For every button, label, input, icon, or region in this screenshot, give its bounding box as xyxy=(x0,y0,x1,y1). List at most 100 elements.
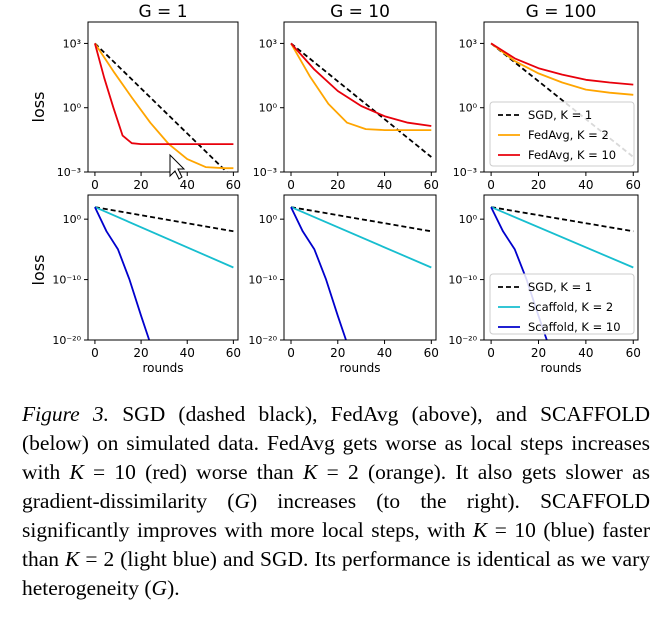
caption-label: Figure 3. xyxy=(22,402,110,426)
y-tick-label: 10⁻³ xyxy=(57,166,81,179)
x-tick-label: 40 xyxy=(377,346,392,360)
series-line-0 xyxy=(94,206,234,233)
x-tick-label: 20 xyxy=(133,346,148,360)
x-tick-label: 40 xyxy=(180,346,195,360)
column-title: G = 100 xyxy=(526,2,597,22)
legend-entry: Scaffold, K = 2 xyxy=(528,300,613,314)
legend-box xyxy=(489,273,635,335)
caption-math-k: K xyxy=(472,518,488,542)
caption-math-k: K xyxy=(303,460,318,484)
caption-math-k: K xyxy=(65,547,80,571)
row-ylabel-top: loss xyxy=(29,92,48,123)
x-tick-label: 60 xyxy=(626,346,641,360)
x-tick-label: 40 xyxy=(180,178,195,192)
y-tick-label: 10⁻²⁰ xyxy=(448,334,477,347)
plot-frame xyxy=(87,21,239,173)
series-line-0 xyxy=(290,42,432,158)
x-tick-label: 60 xyxy=(626,178,641,192)
series-line-2 xyxy=(94,206,151,340)
caption-text: = 10 (blue) faster than xyxy=(22,518,650,571)
legend-entry: SGD, K = 1 xyxy=(528,108,592,122)
plot-frame xyxy=(283,21,437,173)
series-line-1 xyxy=(490,206,634,269)
y-tick-label: 10⁰ xyxy=(63,102,82,115)
y-tick-label: 10⁰ xyxy=(63,213,82,226)
x-tick-label: 0 xyxy=(91,178,99,192)
subplot-top-3 xyxy=(480,21,639,176)
y-tick-label: 10⁻²⁰ xyxy=(248,334,277,347)
series-line-1 xyxy=(94,42,234,170)
x-tick-label: 20 xyxy=(330,178,345,192)
legend-entry: Scaffold, K = 10 xyxy=(528,320,621,334)
legend-box xyxy=(489,101,635,167)
subplot-bottom-3 xyxy=(480,194,639,344)
x-tick-label: 20 xyxy=(133,178,148,192)
y-tick-label: 10⁻³ xyxy=(253,166,277,179)
plot-frame xyxy=(283,194,437,341)
caption-text: SGD (dashed black), FedAvg (above), and … xyxy=(22,402,650,484)
series-line-0 xyxy=(490,42,634,158)
caption-text: = 10 (red) worse than xyxy=(83,460,304,484)
caption-text: ) increases (to the right). SCAFFOLD sig… xyxy=(22,489,650,542)
x-tick-label: 20 xyxy=(330,346,345,360)
caption-text: = 2 (light blue) and SGD. Its performanc… xyxy=(22,547,650,600)
caption-math-g: G xyxy=(234,489,250,513)
legend xyxy=(489,101,635,167)
caption-math-g: G xyxy=(151,576,168,600)
column-title: G = 10 xyxy=(330,2,390,22)
x-tick-label: 0 xyxy=(287,346,295,360)
y-tick-label: 10⁰ xyxy=(259,102,278,115)
figure-3-plots: G = 1 G = 10 G = 100 loss loss 0 20 40 60 10³ 10⁰ 1… xyxy=(29,2,641,375)
y-tick-label: 10⁻¹⁰ xyxy=(248,274,277,287)
y-tick-label: 10⁰ xyxy=(459,102,478,115)
x-tick-label: 0 xyxy=(91,346,99,360)
subplot-bottom-1 xyxy=(84,194,239,344)
legend-entry: FedAvg, K = 2 xyxy=(528,128,609,142)
subplot-bottom-2 xyxy=(280,194,437,344)
series-line-1 xyxy=(290,206,432,269)
series-line-1 xyxy=(290,42,432,132)
x-tick-label: 20 xyxy=(531,346,546,360)
series-line-2 xyxy=(490,42,634,86)
row-ylabel-bottom: loss xyxy=(29,255,48,286)
y-tick-label: 10⁻³ xyxy=(453,166,477,179)
series-line-2 xyxy=(94,43,234,146)
legend-entry: FedAvg, K = 10 xyxy=(528,148,616,162)
y-tick-label: 10⁻¹⁰ xyxy=(448,274,477,287)
mouse-cursor-icon xyxy=(169,153,186,180)
figure-caption: Figure 3. SGD (dashed black), FedAvg (ab… xyxy=(22,400,650,603)
series-line-0 xyxy=(94,42,229,172)
x-tick-label: 0 xyxy=(487,346,495,360)
x-tick-label: 60 xyxy=(424,346,439,360)
y-tick-label: 10³ xyxy=(459,37,477,50)
x-tick-label: 60 xyxy=(226,346,241,360)
x-tick-label: 60 xyxy=(424,178,439,192)
y-tick-label: 10⁰ xyxy=(459,213,478,226)
series-line-2 xyxy=(290,42,432,127)
series-line-0 xyxy=(290,206,432,233)
caption-text: ). xyxy=(167,576,180,600)
plot-frame xyxy=(483,194,639,341)
subplot-top-1 xyxy=(84,21,239,176)
x-tick-label: 0 xyxy=(487,178,495,192)
x-tick-label: 40 xyxy=(578,346,593,360)
legend xyxy=(489,273,635,335)
caption-math-k: K xyxy=(69,460,84,484)
legend-entry: SGD, K = 1 xyxy=(528,280,592,294)
x-axis-label: rounds xyxy=(142,361,183,375)
subplot-top-2 xyxy=(280,21,437,176)
caption-text: = 2 (orange). It also gets slower as gra… xyxy=(22,460,650,513)
y-tick-label: 10³ xyxy=(63,37,81,50)
series-line-2 xyxy=(290,206,347,340)
x-tick-label: 0 xyxy=(287,178,295,192)
x-axis-label: rounds xyxy=(540,361,581,375)
plot-frame xyxy=(483,21,639,173)
x-tick-label: 60 xyxy=(226,178,241,192)
y-tick-label: 10⁻²⁰ xyxy=(52,334,81,347)
column-title: G = 1 xyxy=(138,2,187,22)
x-axis-label: rounds xyxy=(339,361,380,375)
plot-frame xyxy=(87,194,239,341)
x-tick-label: 20 xyxy=(531,178,546,192)
x-tick-label: 40 xyxy=(578,178,593,192)
y-tick-label: 10⁰ xyxy=(259,213,278,226)
